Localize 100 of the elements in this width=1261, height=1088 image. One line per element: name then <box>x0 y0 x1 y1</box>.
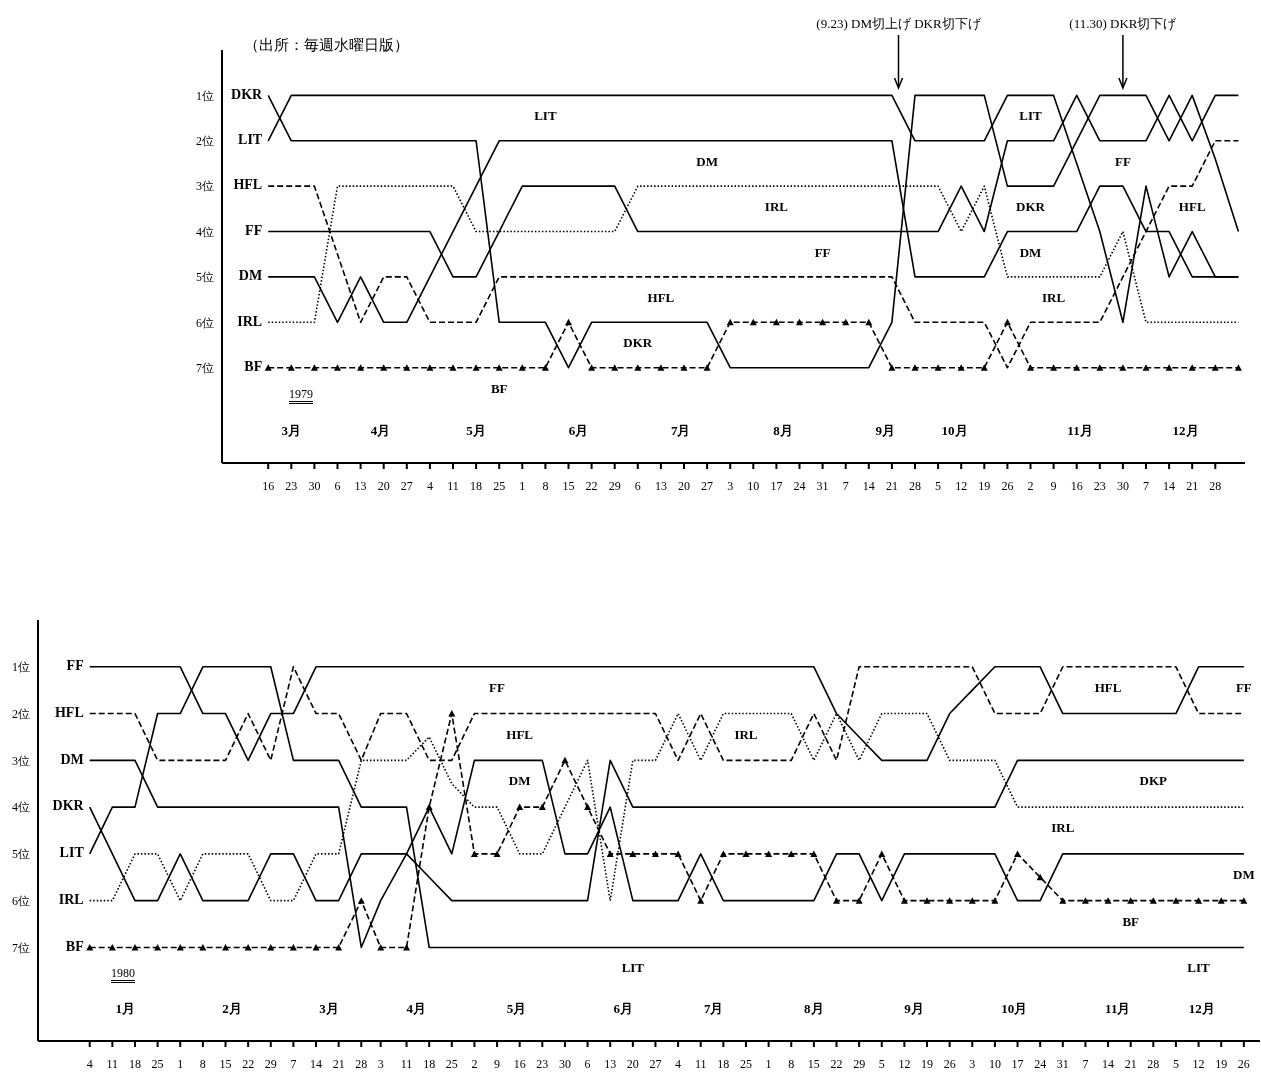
x-tick-label: 26 <box>1001 478 1014 493</box>
x-tick-label: 24 <box>793 478 806 493</box>
x2-tick-label: 7月 <box>703 1001 724 1016</box>
point <box>697 897 705 904</box>
point <box>878 850 886 857</box>
x-tick-label: 14 <box>1102 1056 1115 1071</box>
x-tick-label: 16 <box>513 1056 526 1071</box>
annotation: FF <box>489 679 506 695</box>
x-tick-label: 28 <box>909 478 921 493</box>
annotation: IRL <box>1051 820 1075 836</box>
x-tick-label: 7 <box>842 478 849 493</box>
line-series <box>267 94 1240 369</box>
point <box>1081 897 1089 904</box>
x-tick-label: 3 <box>969 1056 976 1071</box>
x2-tick-label: 4月 <box>406 1001 426 1016</box>
x-tick-label: 11 <box>447 478 459 493</box>
series-label: IRL <box>237 313 263 329</box>
x-tick-label: 15 <box>807 1056 820 1071</box>
point <box>719 850 727 857</box>
point <box>516 803 524 811</box>
point <box>448 710 456 717</box>
x-tick-label: 16 <box>1070 478 1083 493</box>
point <box>538 803 546 811</box>
x2-tick-label: 6月 <box>568 423 589 438</box>
point <box>1195 897 1203 904</box>
x2-tick-label: 1月 <box>115 1001 136 1016</box>
point <box>584 803 592 811</box>
x-tick-label: 23 <box>285 478 298 493</box>
point <box>1059 897 1067 904</box>
x2-tick-label: 11月 <box>1067 423 1093 438</box>
x-tick-label: 21 <box>885 478 898 493</box>
x-tick-label: 12 <box>955 478 968 493</box>
point <box>606 850 614 857</box>
x-tick-label: 28 <box>355 1056 368 1071</box>
x-tick-label: 20 <box>678 478 690 493</box>
y-tick-label: 4位 <box>196 224 214 239</box>
annotation: BF <box>490 380 508 396</box>
x-tick-label: 31 <box>816 478 829 493</box>
annotation: FF <box>1235 679 1252 695</box>
point <box>651 850 659 857</box>
y-tick-label: 7位 <box>12 940 30 955</box>
point <box>1127 897 1135 904</box>
x-tick-label: 12 <box>1192 1056 1205 1071</box>
x-tick-label: 8 <box>542 478 549 493</box>
x2-tick-label: 3月 <box>319 1001 339 1016</box>
x2-tick-label: 5月 <box>466 423 486 438</box>
y-tick-label: 5位 <box>12 847 30 862</box>
x-tick-label: 11 <box>106 1056 119 1071</box>
point <box>267 943 275 951</box>
annotation: DKR <box>1016 199 1046 215</box>
x-tick-label: 26 <box>943 1056 956 1071</box>
annotation: DM <box>508 773 531 789</box>
series-label: BF <box>244 358 263 374</box>
x-tick-label: 1 <box>765 1056 772 1071</box>
x-tick-label: 17 <box>770 478 783 493</box>
x-tick-label: 27 <box>701 478 714 493</box>
x-tick-label: 18 <box>470 478 483 493</box>
x2-tick-label: 2月 <box>222 1001 242 1016</box>
x-tick-label: 11 <box>694 1056 707 1071</box>
ref-line-label: (9.23) DM切上げ DKR切下げ <box>816 16 982 31</box>
series-label: DKR <box>52 798 85 814</box>
x-tick-label: 10 <box>988 1056 1001 1071</box>
x-tick-label: 31 <box>1056 1056 1069 1071</box>
x-tick-label: 14 <box>862 478 875 493</box>
point <box>674 850 682 857</box>
x-tick-label: 30 <box>308 478 321 493</box>
x2-tick-label: 9月 <box>904 1001 924 1016</box>
annotation: IRL <box>734 726 758 742</box>
x2-tick-label: 5月 <box>506 1001 527 1016</box>
series-label: DM <box>60 751 84 767</box>
x-tick-label: 5 <box>935 478 942 493</box>
annotation: （出所：毎週水曜日版） <box>244 37 409 53</box>
x-tick-label: 30 <box>558 1056 571 1071</box>
x-tick-label: 29 <box>853 1056 866 1071</box>
x-tick-label: 3 <box>377 1056 384 1071</box>
x-tick-label: 8 <box>788 1056 795 1071</box>
x-tick-label: 18 <box>717 1056 730 1071</box>
series-label: FF <box>66 658 84 673</box>
series-label: IRL <box>58 891 84 907</box>
y-tick-label: 1位 <box>12 660 30 675</box>
x-tick-label: 21 <box>1186 478 1199 493</box>
series-label: LIT <box>238 131 263 147</box>
ref-line-label: (11.30) DKR切下げ <box>1069 16 1178 31</box>
annotation: HFL <box>506 726 534 742</box>
point <box>833 897 840 904</box>
x-tick-label: 13 <box>604 1056 617 1071</box>
point <box>787 850 795 857</box>
annotation: LIT <box>1019 108 1043 124</box>
point <box>1217 897 1225 904</box>
point <box>357 897 365 904</box>
x-tick-label: 26 <box>1237 1056 1250 1071</box>
x-tick-label: 28 <box>1209 478 1222 493</box>
x2-tick-label: 3月 <box>281 423 302 438</box>
x-tick-label: 18 <box>128 1056 141 1071</box>
x2-tick-label: 11月 <box>1105 1001 1131 1016</box>
series-label: FF <box>245 222 263 238</box>
point <box>968 897 976 904</box>
x-tick-label: 24 <box>1034 1056 1047 1071</box>
point <box>629 850 637 857</box>
point <box>1172 897 1180 904</box>
